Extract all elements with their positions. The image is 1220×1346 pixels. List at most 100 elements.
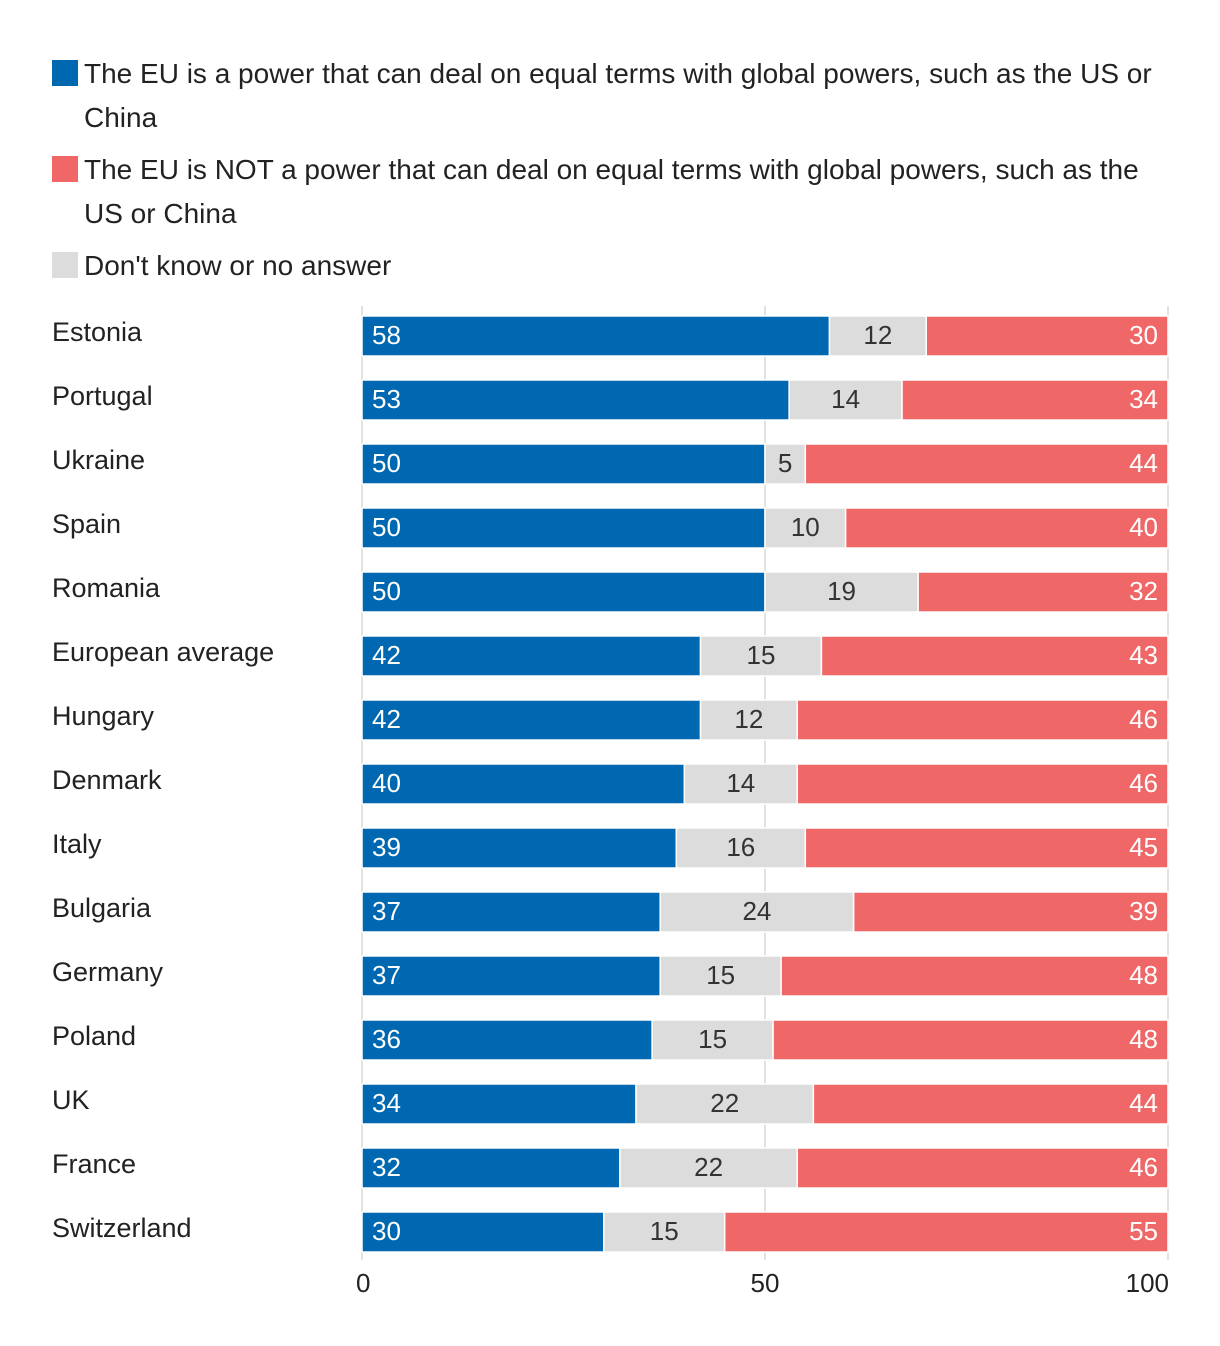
bar-segment <box>361 315 831 357</box>
data-label: 45 <box>1129 832 1158 862</box>
category-label: Hungary <box>52 701 155 731</box>
bar-segment <box>812 1083 1169 1125</box>
bar-segment <box>723 1211 1169 1253</box>
category-label: Poland <box>52 1021 136 1051</box>
x-tick-label: 0 <box>356 1268 370 1298</box>
data-label: 37 <box>372 960 401 990</box>
data-label: 10 <box>791 512 820 542</box>
data-label: 40 <box>1129 512 1158 542</box>
bar-segment <box>852 891 1169 933</box>
data-label: 15 <box>650 1216 679 1246</box>
bar-segment <box>361 1147 621 1189</box>
bar-segment <box>361 891 661 933</box>
bar-segment <box>764 571 919 613</box>
legend-label-eu-is-power: The EU is a power that can deal on equal… <box>84 58 1152 133</box>
bar-segment <box>361 955 661 997</box>
bar-segment <box>699 699 798 741</box>
bar-segment <box>659 955 782 997</box>
bar-segment <box>361 443 766 485</box>
data-label: 53 <box>372 384 401 414</box>
data-label: 34 <box>1129 384 1158 414</box>
data-label: 46 <box>1129 768 1158 798</box>
legend-label-eu-is-not-power: The EU is NOT a power that can deal on e… <box>84 154 1139 229</box>
bar-segment <box>780 955 1169 997</box>
legend-item-eu-is-power: The EU is a power that can deal on equal… <box>52 52 1172 140</box>
data-label: 5 <box>778 448 792 478</box>
data-label: 40 <box>372 768 401 798</box>
data-label: 34 <box>372 1088 401 1118</box>
bar-segment <box>361 571 766 613</box>
data-label: 55 <box>1129 1216 1158 1246</box>
category-label: Romania <box>52 573 161 603</box>
bar-segment <box>659 891 855 933</box>
category-label: Spain <box>52 509 121 539</box>
legend-swatch-dont-know <box>52 252 78 278</box>
data-label: 42 <box>372 704 401 734</box>
data-label: 46 <box>1129 704 1158 734</box>
bar-segment <box>619 1147 798 1189</box>
data-label: 43 <box>1129 640 1158 670</box>
bar-segment <box>925 315 1169 357</box>
bar-segment <box>844 507 1169 549</box>
bar-segment <box>361 1083 637 1125</box>
category-label: Switzerland <box>52 1213 192 1243</box>
bar-segment <box>361 763 686 805</box>
data-label: 50 <box>372 576 401 606</box>
bar-segment <box>603 1211 726 1253</box>
bar-segment <box>804 443 1169 485</box>
data-label: 58 <box>372 320 401 350</box>
category-label: Portugal <box>52 381 153 411</box>
bar-segment <box>361 507 766 549</box>
bar-segment <box>804 827 1169 869</box>
data-label: 46 <box>1129 1152 1158 1182</box>
bar-segment <box>796 699 1169 741</box>
data-label: 39 <box>372 832 401 862</box>
data-label: 15 <box>698 1024 727 1054</box>
chart-legend: The EU is a power that can deal on equal… <box>52 52 1172 296</box>
data-label: 12 <box>734 704 763 734</box>
category-label: Italy <box>52 829 102 859</box>
legend-swatch-eu-is-power <box>52 60 78 86</box>
category-label: France <box>52 1149 136 1179</box>
data-label: 44 <box>1129 448 1158 478</box>
bar-segment <box>361 379 790 421</box>
bar-segment <box>796 763 1169 805</box>
data-label: 15 <box>747 640 776 670</box>
data-label: 36 <box>372 1024 401 1054</box>
category-label: European average <box>52 637 274 667</box>
category-label: Denmark <box>52 765 162 795</box>
data-label: 48 <box>1129 960 1158 990</box>
category-label: UK <box>52 1085 90 1115</box>
data-label: 24 <box>742 896 771 926</box>
bar-segment <box>361 827 678 869</box>
data-label: 16 <box>726 832 755 862</box>
bar-segment <box>361 635 702 677</box>
data-label: 15 <box>706 960 735 990</box>
data-label: 22 <box>694 1152 723 1182</box>
bar-segment <box>917 571 1169 613</box>
data-label: 32 <box>372 1152 401 1182</box>
x-tick-label: 100 <box>1126 1268 1169 1298</box>
category-label: Ukraine <box>52 445 145 475</box>
bar-segment <box>361 699 702 741</box>
data-label: 30 <box>1129 320 1158 350</box>
bar-segment <box>820 635 1169 677</box>
bar-segment <box>361 1019 653 1061</box>
data-label: 19 <box>827 576 856 606</box>
data-label: 42 <box>372 640 401 670</box>
data-label: 37 <box>372 896 401 926</box>
category-label: Bulgaria <box>52 893 152 923</box>
category-label: Germany <box>52 957 164 987</box>
bar-segment <box>764 443 807 485</box>
bar-segment <box>796 1147 1169 1189</box>
data-label: 14 <box>831 384 860 414</box>
data-label: 12 <box>863 320 892 350</box>
data-label: 50 <box>372 448 401 478</box>
bar-segment <box>901 379 1169 421</box>
data-label: 39 <box>1129 896 1158 926</box>
data-label: 22 <box>710 1088 739 1118</box>
category-label: Estonia <box>52 317 143 347</box>
x-tick-label: 50 <box>751 1268 780 1298</box>
bar-segment <box>788 379 903 421</box>
